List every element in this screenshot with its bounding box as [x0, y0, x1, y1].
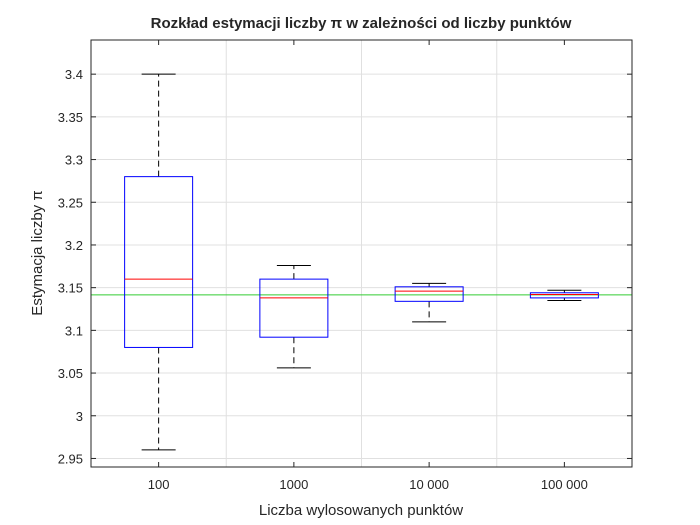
y-tick-label: 3.1 — [65, 323, 83, 338]
box-100 — [124, 73, 194, 451]
x-tick-label: 100 000 — [541, 477, 588, 492]
y-tick-label: 3.15 — [58, 281, 83, 296]
x-tick-label: 100 — [148, 477, 170, 492]
iqr-box — [529, 292, 599, 299]
box-1000 — [259, 264, 329, 369]
x-tick-label: 10 000 — [409, 477, 449, 492]
y-tick-label: 3.3 — [65, 153, 83, 168]
grid-layer — [91, 40, 632, 467]
box-100000 — [529, 289, 599, 301]
y-tick-label: 3.35 — [58, 110, 83, 125]
iqr-box — [394, 286, 464, 302]
y-tick-label: 3.2 — [65, 238, 83, 253]
iqr-box — [259, 278, 329, 338]
iqr-box — [124, 176, 194, 348]
ticks-layer: 2.95 3 3.05 3.1 3.15 3.2 3.25 3.3 3.35 3.4 100 1000… — [58, 40, 632, 492]
y-tick-label: 2.95 — [58, 451, 83, 466]
boxes-layer — [124, 73, 599, 451]
y-tick-label: 3 — [76, 409, 83, 424]
y-tick-label: 3.05 — [58, 366, 83, 381]
y-tick-label: 3.25 — [58, 195, 83, 210]
x-axis-label: Liczba wylosowanych punktów — [259, 502, 463, 519]
plot-area-frame — [90, 39, 633, 468]
y-axis-label: Estymacja liczby π — [29, 190, 46, 315]
y-tick-label: 3.4 — [65, 67, 83, 82]
box-10000 — [394, 282, 464, 323]
chart-title: Rozkład estymacji liczby π w zależności … — [151, 15, 572, 32]
x-tick-label: 1000 — [279, 477, 308, 492]
